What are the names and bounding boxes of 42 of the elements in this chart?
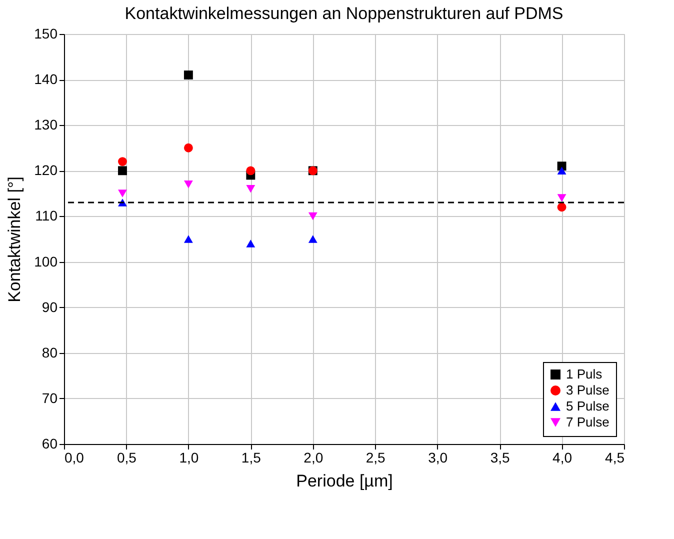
- point: [557, 194, 566, 202]
- x-tick-label: 0,5: [116, 450, 137, 466]
- y-tick-label: 70: [42, 390, 58, 406]
- point: [246, 240, 256, 248]
- y-tick-label: 130: [34, 116, 58, 133]
- legend-label: 5 Pulse: [566, 398, 610, 414]
- point: [246, 166, 256, 176]
- legend-label: 7 Pulse: [566, 414, 610, 430]
- legend-label: 1 Puls: [566, 366, 603, 382]
- x-tick-label: 2,5: [366, 450, 386, 466]
- legend-label: 3 Pulse: [566, 382, 610, 398]
- x-tick-label: 1,5: [241, 450, 262, 466]
- x-tick-label: 0,0: [64, 450, 84, 466]
- y-tick-label: 150: [34, 26, 58, 42]
- y-tick-label: 140: [34, 71, 58, 88]
- point: [557, 166, 566, 175]
- x-tick-label: 1,0: [179, 450, 199, 466]
- y-tick-label: 120: [34, 162, 58, 178]
- x-tick-label: 4,5: [605, 450, 625, 466]
- point: [308, 235, 318, 243]
- point: [308, 212, 318, 220]
- point: [246, 185, 256, 193]
- x-tick-label: 3,5: [490, 450, 510, 466]
- chart-title: Kontaktwinkelmessungen an Noppenstrukturen auf PDMS: [124, 4, 564, 23]
- point: [184, 70, 193, 80]
- x-tick-label: 3,0: [428, 450, 448, 466]
- point: [118, 166, 127, 176]
- y-axis-title: Kontaktwinkel [°]: [5, 176, 24, 302]
- point: [118, 157, 127, 166]
- point: [118, 190, 127, 198]
- y-tick-label: 60: [42, 436, 58, 452]
- y-tick-label: 90: [42, 298, 58, 315]
- y-tick-label: 80: [42, 344, 58, 360]
- point: [557, 202, 566, 212]
- point: [184, 143, 193, 152]
- x-tick-label: 4,0: [552, 450, 572, 466]
- x-axis-title: Periode [µm]: [296, 472, 393, 490]
- y-tick-label: 110: [35, 208, 58, 224]
- x-tick-label: 2,0: [304, 450, 324, 466]
- point: [184, 235, 193, 243]
- point: [184, 180, 193, 188]
- y-tick-label: 100: [34, 253, 58, 270]
